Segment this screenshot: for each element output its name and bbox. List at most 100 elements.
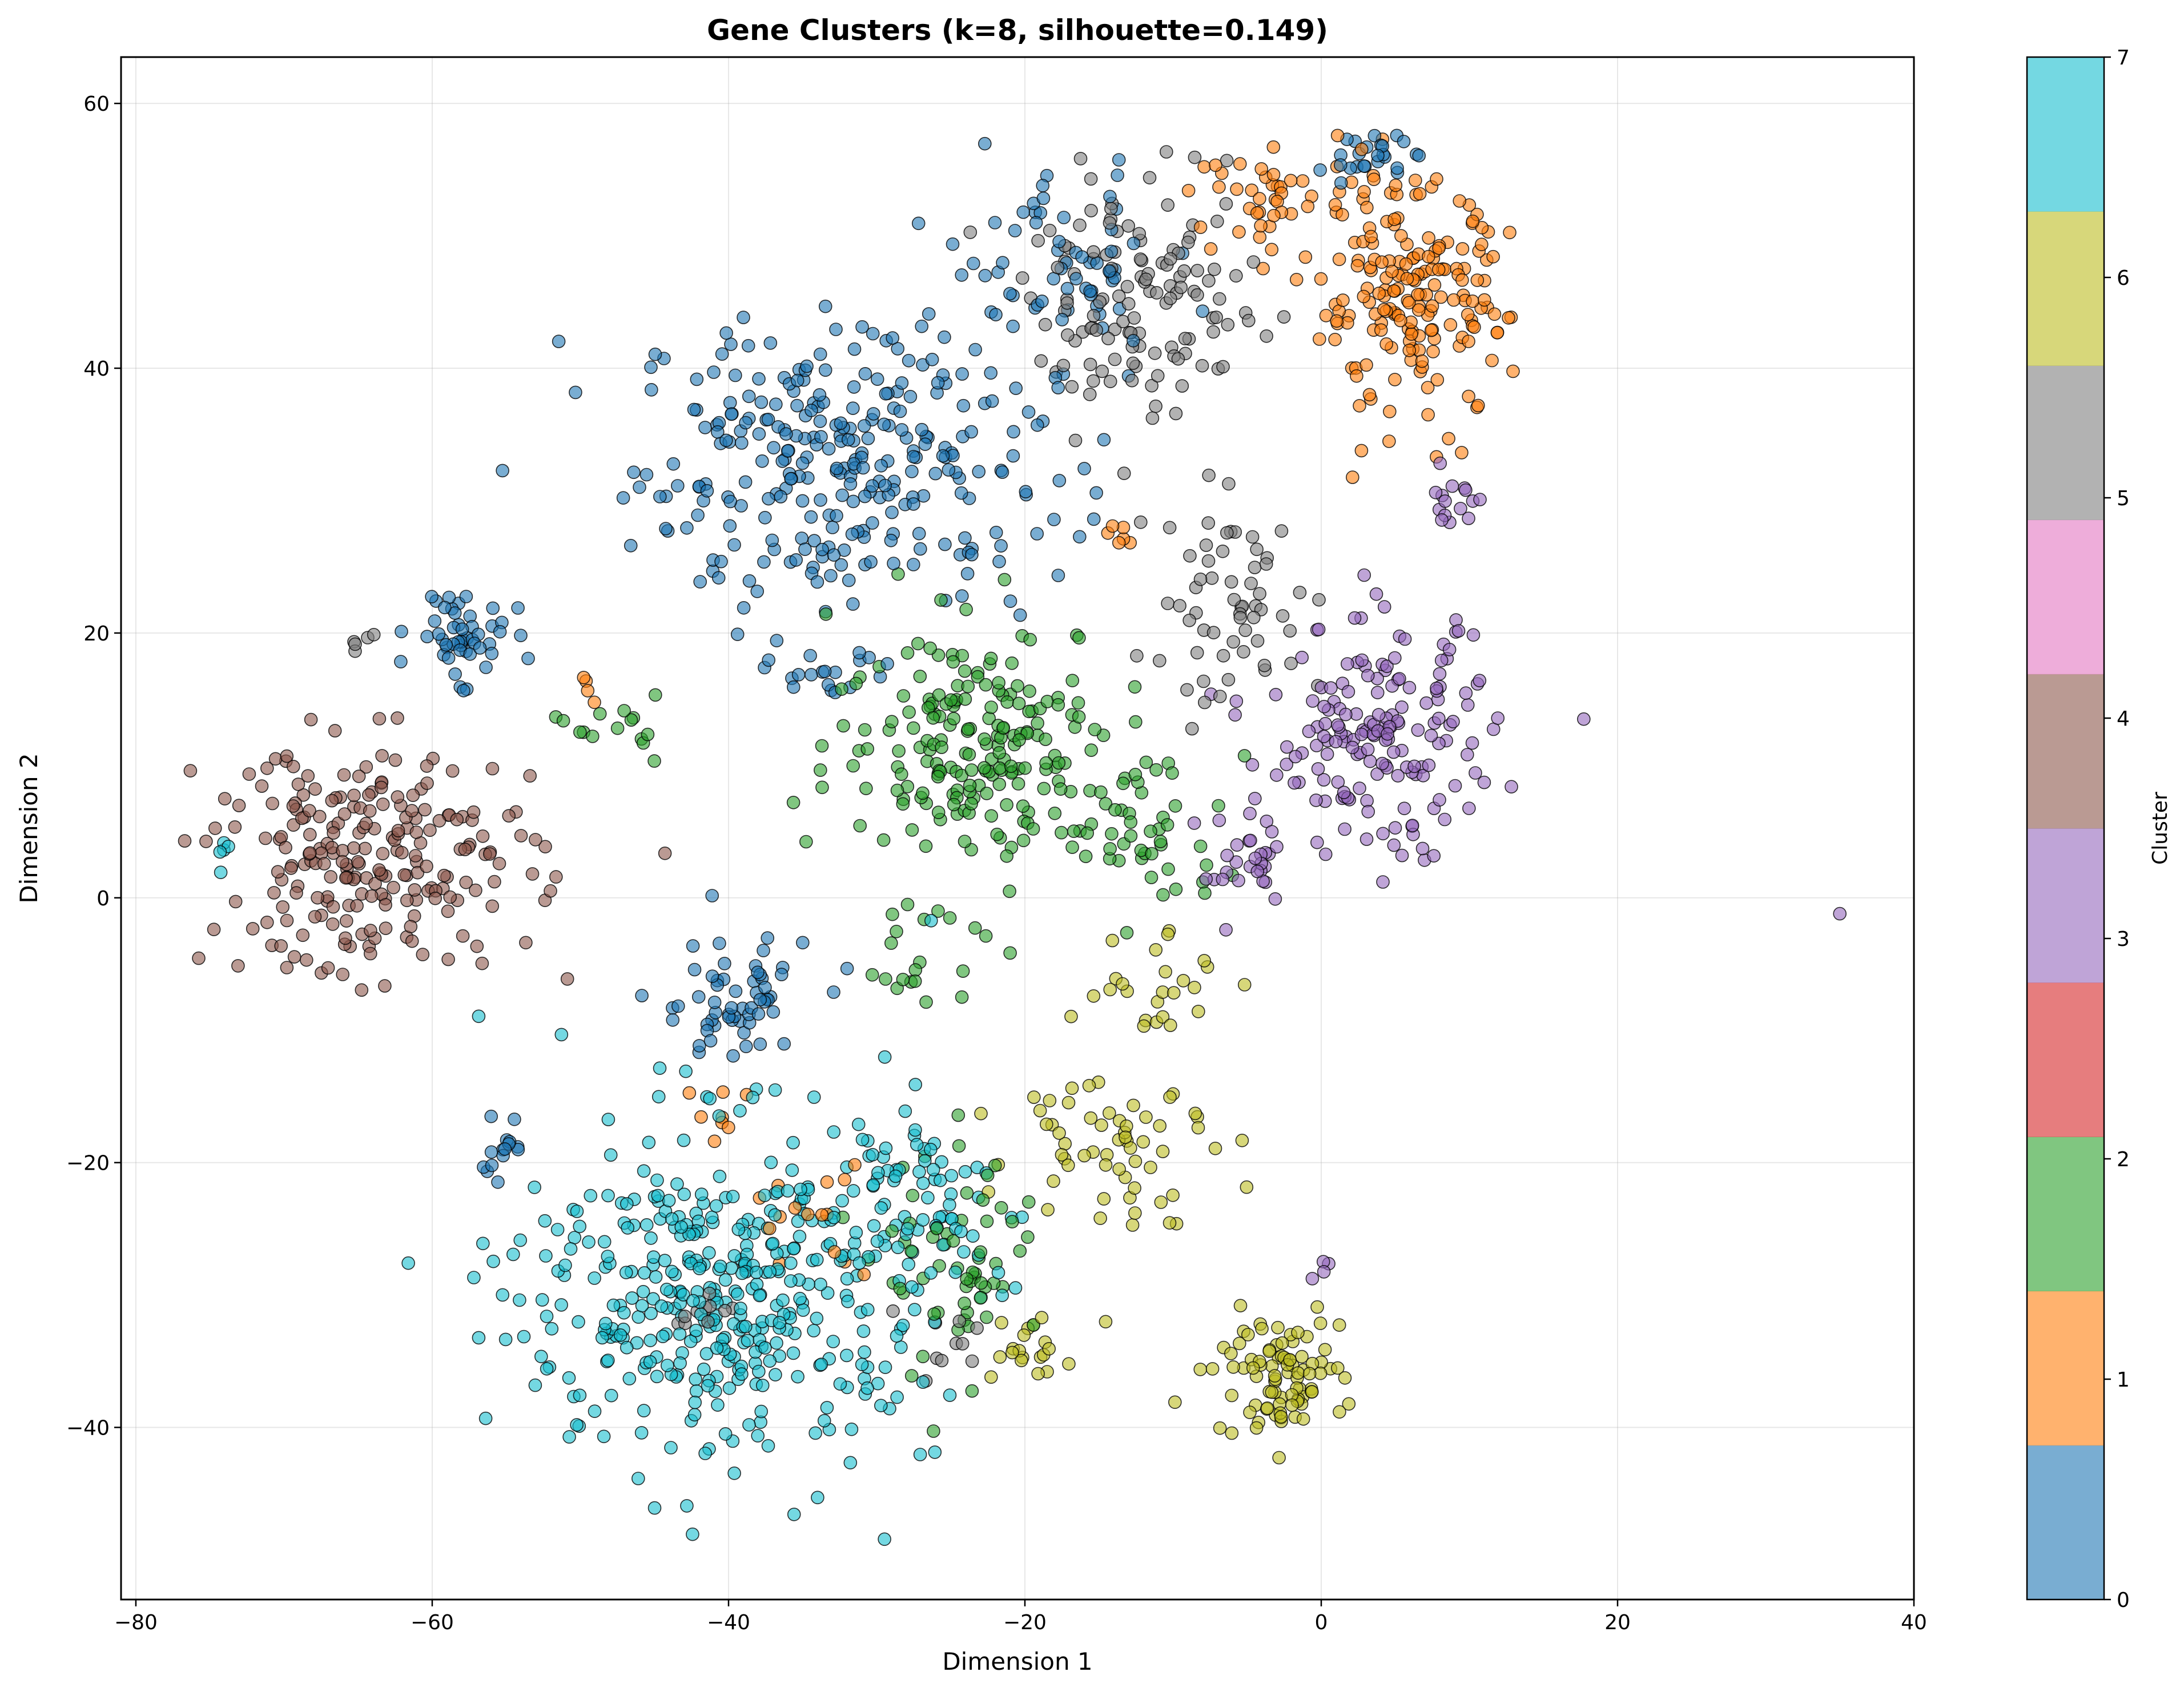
data-point-cluster-5 <box>246 922 260 936</box>
data-point-cluster-2 <box>980 1169 995 1182</box>
data-point-cluster-7 <box>1084 204 1098 217</box>
data-point-cluster-9 <box>650 1369 664 1384</box>
data-point-cluster-0 <box>856 461 870 475</box>
data-point-cluster-0 <box>1127 333 1140 348</box>
data-point-cluster-2 <box>1004 759 1018 774</box>
data-point-cluster-0 <box>796 936 810 950</box>
data-point-cluster-2 <box>879 972 892 986</box>
data-point-cluster-5 <box>408 883 422 897</box>
data-point-cluster-0 <box>964 425 978 439</box>
data-point-cluster-8 <box>1296 1412 1310 1426</box>
data-point-cluster-8 <box>1249 1421 1264 1435</box>
data-point-cluster-1 <box>1372 287 1386 300</box>
data-point-cluster-4 <box>1395 848 1409 863</box>
data-point-cluster-9 <box>858 1345 871 1359</box>
data-point-cluster-2 <box>934 593 948 607</box>
data-point-cluster-9 <box>943 1388 957 1402</box>
data-point-cluster-8 <box>1291 1326 1305 1339</box>
data-point-cluster-9 <box>820 1401 834 1415</box>
data-point-cluster-8 <box>1120 1119 1133 1133</box>
data-point-cluster-5 <box>363 804 377 818</box>
data-point-cluster-7 <box>1190 646 1204 660</box>
data-point-cluster-5 <box>475 956 489 970</box>
data-point-cluster-7 <box>1103 216 1117 230</box>
data-point-cluster-9 <box>646 1250 661 1264</box>
data-point-cluster-0 <box>829 323 843 336</box>
data-point-cluster-1 <box>1362 388 1377 402</box>
data-point-cluster-1 <box>763 1222 777 1235</box>
data-point-cluster-0 <box>784 472 798 486</box>
data-point-cluster-2 <box>927 1307 941 1321</box>
data-point-cluster-1 <box>1354 444 1369 458</box>
data-point-cluster-7 <box>1087 374 1100 388</box>
data-point-cluster-9 <box>835 1194 849 1208</box>
data-point-cluster-4 <box>1433 456 1447 470</box>
data-point-cluster-2 <box>1094 785 1108 799</box>
data-point-cluster-9 <box>741 1334 755 1348</box>
data-point-cluster-0 <box>822 442 836 456</box>
data-point-cluster-5 <box>347 788 361 803</box>
data-point-cluster-0 <box>843 477 858 491</box>
data-point-cluster-4 <box>1361 805 1375 819</box>
data-point-cluster-2 <box>896 689 911 703</box>
data-point-cluster-0 <box>810 575 824 589</box>
data-point-cluster-0 <box>1412 148 1426 163</box>
data-point-cluster-2 <box>641 727 655 742</box>
data-point-cluster-0 <box>907 497 920 511</box>
data-point-cluster-4 <box>1317 773 1331 787</box>
data-point-cluster-2 <box>1144 824 1157 838</box>
data-point-cluster-1 <box>1357 289 1371 304</box>
data-point-cluster-2 <box>947 712 961 726</box>
data-point-cluster-0 <box>1083 284 1097 298</box>
data-point-cluster-9 <box>568 1231 582 1244</box>
data-point-cluster-2 <box>951 1108 966 1122</box>
data-point-cluster-9 <box>661 1359 674 1372</box>
data-point-cluster-9 <box>214 865 228 879</box>
data-point-cluster-7 <box>1219 197 1233 211</box>
data-point-cluster-0 <box>886 331 899 345</box>
data-point-cluster-5 <box>374 780 388 795</box>
data-point-cluster-1 <box>1394 229 1408 243</box>
data-point-cluster-7 <box>1101 332 1115 345</box>
data-point-cluster-2 <box>799 835 813 849</box>
data-point-cluster-5 <box>365 889 379 903</box>
data-point-cluster-2 <box>958 1296 971 1310</box>
data-point-cluster-8 <box>1136 1135 1150 1149</box>
data-point-cluster-4 <box>1430 682 1443 695</box>
data-point-cluster-2 <box>1065 674 1079 687</box>
data-point-cluster-4 <box>1442 643 1457 656</box>
data-point-cluster-9 <box>807 1090 821 1104</box>
data-point-cluster-2 <box>1039 756 1053 770</box>
data-point-cluster-9 <box>554 1298 568 1312</box>
data-point-cluster-8 <box>1255 1322 1269 1336</box>
data-point-cluster-7 <box>1226 635 1240 649</box>
data-point-cluster-5 <box>279 841 292 855</box>
data-point-cluster-2 <box>1005 1215 1019 1228</box>
data-point-cluster-0 <box>1029 216 1043 229</box>
data-point-cluster-0 <box>1008 224 1022 237</box>
data-point-cluster-4 <box>1361 668 1375 683</box>
data-point-cluster-9 <box>739 1320 753 1334</box>
data-point-cluster-5 <box>538 840 552 853</box>
data-point-cluster-4 <box>1466 628 1481 642</box>
data-point-cluster-9 <box>647 1501 662 1515</box>
data-point-cluster-0 <box>942 463 956 477</box>
data-point-cluster-2 <box>960 1272 974 1286</box>
data-point-cluster-9 <box>597 1235 612 1249</box>
data-point-cluster-4 <box>1360 832 1374 846</box>
data-point-cluster-4 <box>1243 807 1257 820</box>
data-point-cluster-0 <box>1103 190 1117 204</box>
data-point-cluster-9 <box>878 1532 891 1546</box>
data-point-cluster-9 <box>866 1148 880 1162</box>
data-point-cluster-4 <box>1220 848 1234 863</box>
data-point-cluster-4 <box>1370 686 1385 699</box>
data-point-cluster-7 <box>1169 406 1183 421</box>
data-point-cluster-8 <box>1265 1385 1279 1399</box>
data-point-cluster-7 <box>1134 515 1148 529</box>
data-point-cluster-0 <box>835 488 849 502</box>
data-point-cluster-0 <box>718 957 731 970</box>
data-point-cluster-0 <box>770 634 784 647</box>
data-point-cluster-9 <box>693 1262 706 1275</box>
data-point-cluster-9 <box>776 1293 790 1307</box>
data-point-cluster-2 <box>1016 799 1030 813</box>
